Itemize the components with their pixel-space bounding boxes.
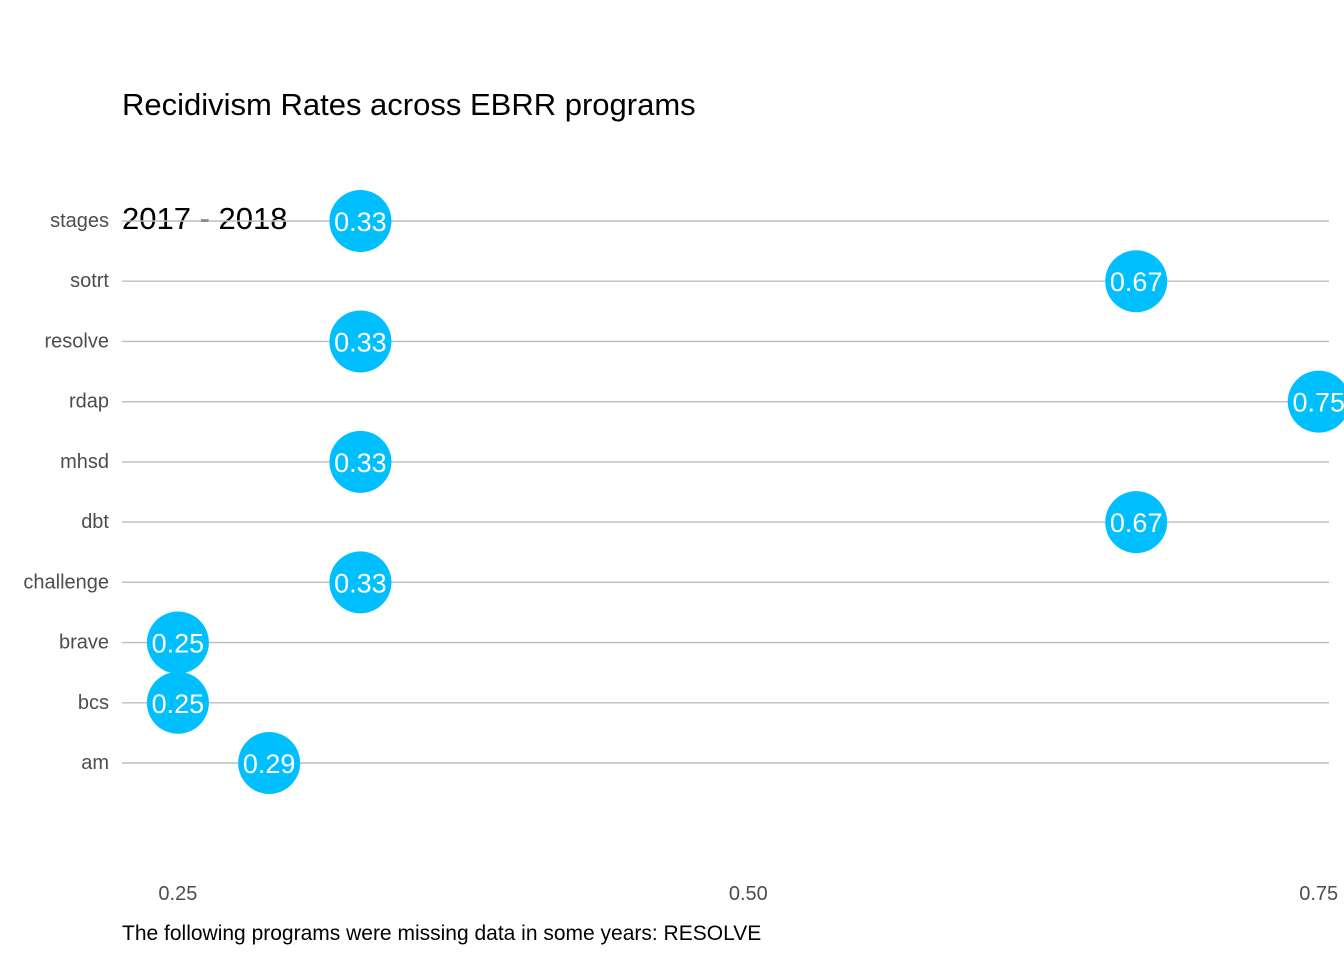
chart-title-block: Recidivism Rates across EBRR programs 20… [122, 10, 696, 276]
data-point-mhsd [329, 430, 392, 493]
y-tick-label-bcs: bcs [78, 692, 109, 714]
data-point-am [238, 732, 301, 794]
y-tick-label-sotrt: sotrt [70, 270, 109, 292]
y-tick-label-dbt: dbt [81, 511, 109, 533]
y-tick-label-stages: stages [50, 210, 109, 232]
y-tick-label-resolve: resolve [45, 330, 109, 352]
y-axis-tick-labels: am bcs brave challenge dbt mhsd rdap resolve sot… [23, 210, 109, 774]
x-axis-tick-labels: 0.25 0.50 0.75 [158, 883, 1338, 905]
data-label-brave: 0.25 [152, 629, 205, 659]
data-label-challenge: 0.33 [334, 568, 387, 598]
chart-title: Recidivism Rates across EBRR programs [122, 87, 696, 122]
data-point-rdap [1287, 370, 1344, 433]
data-label-dbt: 0.67 [1110, 508, 1163, 538]
data-point-dbt [1105, 491, 1168, 554]
data-label-rdap: 0.75 [1292, 388, 1344, 418]
data-label-sotrt: 0.67 [1110, 267, 1163, 297]
chart-subtitle: 2017 - 2018 [122, 201, 288, 236]
y-tick-label-rdap: rdap [69, 391, 109, 413]
data-label-bcs: 0.25 [152, 689, 205, 719]
y-tick-label-am: am [81, 752, 109, 774]
data-points: 0.29 0.25 0.25 0.33 0.67 0.33 0.75 0.33 0.67 0.33 [146, 190, 1344, 794]
data-point-bcs [146, 671, 209, 734]
x-tick-label: 0.50 [729, 883, 768, 905]
chart-caption: The following programs were missing data… [122, 922, 762, 945]
y-tick-label-mhsd: mhsd [60, 451, 109, 473]
data-label-resolve: 0.33 [334, 327, 387, 357]
data-label-stages: 0.33 [334, 207, 387, 237]
y-tick-label-brave: brave [59, 632, 109, 654]
data-point-challenge [329, 551, 392, 614]
data-point-resolve [329, 310, 392, 373]
y-tick-label-challenge: challenge [23, 571, 109, 593]
x-tick-label: 0.25 [158, 883, 197, 905]
x-tick-label: 0.75 [1299, 883, 1338, 905]
data-point-sotrt [1105, 250, 1168, 313]
data-label-mhsd: 0.33 [334, 448, 387, 478]
data-label-am: 0.29 [243, 749, 296, 779]
data-point-stages [329, 190, 392, 252]
data-point-brave [146, 611, 209, 674]
